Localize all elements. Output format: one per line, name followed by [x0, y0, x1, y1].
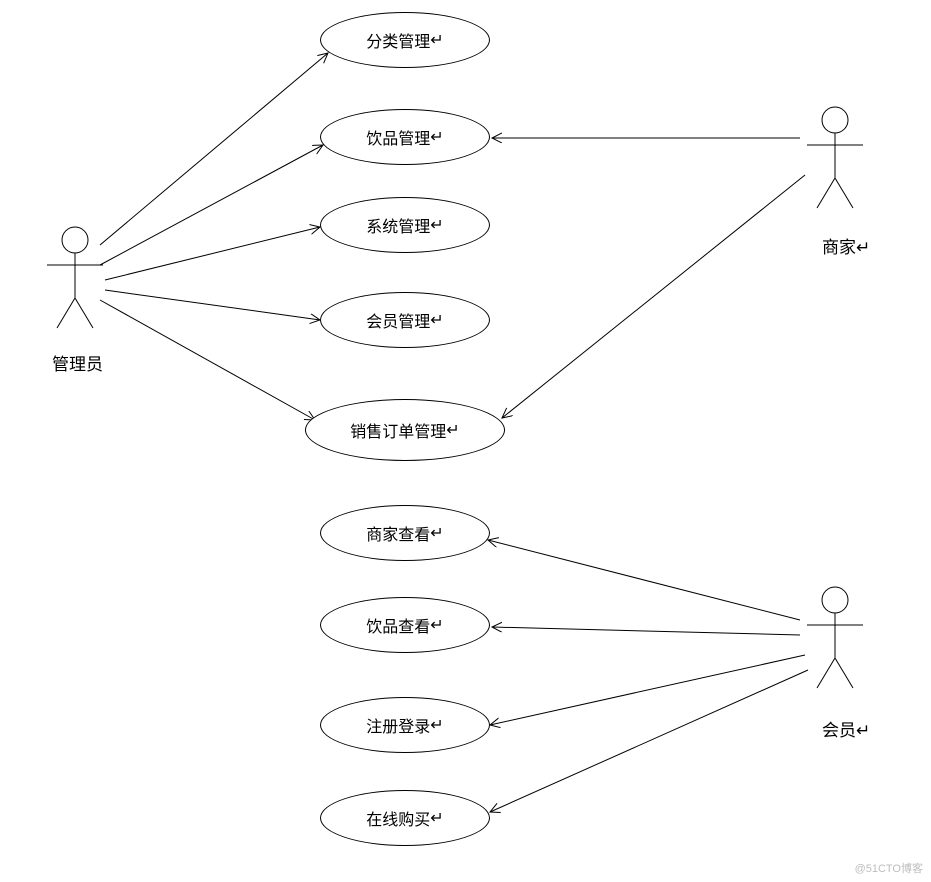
usecase-sales-order-mgmt: 销售订单管理↵: [305, 399, 505, 461]
return-glyph: ↵: [430, 808, 443, 828]
return-glyph: ↵: [430, 715, 443, 735]
return-glyph: ↵: [430, 127, 443, 147]
actor-label-member: 会员↵: [822, 716, 870, 741]
usecase-register-login: 注册登录↵: [320, 697, 490, 753]
edge-member-uc6: [488, 540, 800, 620]
edge-admin-uc3: [105, 227, 320, 280]
usecase-member-mgmt: 会员管理↵: [320, 292, 490, 348]
edge-admin-uc5: [100, 300, 315, 420]
usecase-category-mgmt: 分类管理↵: [320, 12, 490, 68]
usecase-label: 商家查看: [366, 521, 430, 545]
watermark: @51CTO博客: [855, 860, 923, 876]
edge-member-uc7: [492, 627, 800, 635]
usecase-drink-mgmt: 饮品管理↵: [320, 109, 490, 165]
actors-layer: [47, 107, 863, 688]
usecase-label: 在线购买: [366, 806, 430, 830]
return-glyph: ↵: [430, 523, 443, 543]
usecase-label: 分类管理: [366, 28, 430, 52]
usecase-label: 饮品查看: [366, 613, 430, 637]
return-glyph: ↵: [446, 420, 459, 440]
actor-label-merchant: 商家↵: [822, 233, 870, 258]
actor-admin-icon: [47, 227, 103, 328]
actor-member-icon: [807, 587, 863, 688]
usecase-online-buy: 在线购买↵: [320, 790, 490, 846]
usecase-label: 系统管理: [366, 213, 430, 237]
actor-merchant-icon: [807, 107, 863, 208]
usecase-system-mgmt: 系统管理↵: [320, 197, 490, 253]
usecase-merchant-view: 商家查看↵: [320, 505, 490, 561]
usecase-drink-view: 饮品查看↵: [320, 597, 490, 653]
return-glyph: ↵: [430, 615, 443, 635]
usecase-label: 注册登录: [366, 713, 430, 737]
return-glyph: ↵: [430, 30, 443, 50]
return-glyph: ↵: [430, 310, 443, 330]
edge-admin-uc2: [100, 145, 323, 265]
edge-member-uc8: [490, 655, 805, 725]
actor-label-admin: 管理员: [52, 350, 103, 375]
usecase-label: 饮品管理: [366, 125, 430, 149]
edge-merchant-uc5: [502, 175, 805, 418]
edge-admin-uc1: [100, 53, 328, 245]
usecase-label: 会员管理: [366, 308, 430, 332]
edge-member-uc9: [490, 670, 808, 812]
return-glyph: ↵: [430, 215, 443, 235]
edge-admin-uc4: [105, 290, 320, 320]
usecase-label: 销售订单管理: [350, 418, 446, 442]
